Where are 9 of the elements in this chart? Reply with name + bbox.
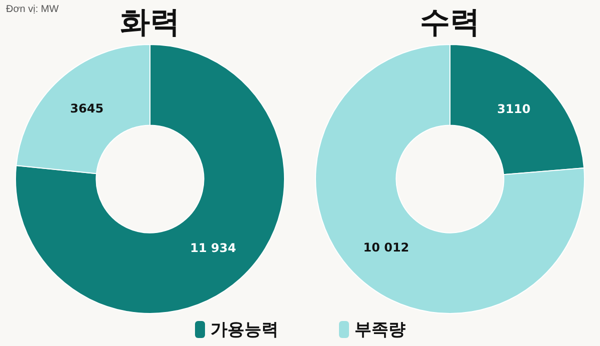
legend-label: 부족량 [354,319,406,341]
data-label: 11 934 [190,240,236,255]
chart-title: 수력 [419,4,481,42]
legend-label: 가용능력 [210,319,278,341]
data-label: 3110 [497,102,531,116]
text: Đơn vị: MW [6,4,59,15]
data-label: 3645 [70,101,104,116]
chart-title: 화력 [120,5,180,40]
data-label: 10 012 [363,240,410,254]
